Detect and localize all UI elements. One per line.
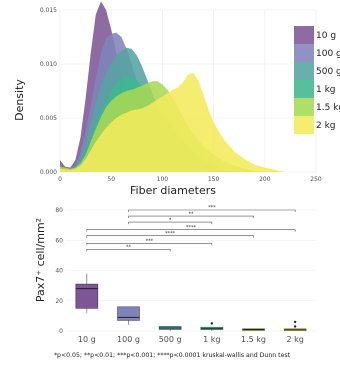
- significance-label: ****: [186, 225, 197, 231]
- density-x-tick-label: 0: [58, 176, 62, 183]
- density-x-tick-label: 100: [157, 176, 169, 183]
- density-legend: 10 g 100 g 500 g 1 kg 1.5 kg 2 kg: [294, 26, 340, 134]
- significance-label: ***: [208, 205, 216, 211]
- significance-bracket: [128, 221, 213, 225]
- box-x-tick-label: 500 g: [159, 335, 182, 344]
- significance-brackets: *******************: [86, 205, 296, 252]
- significance-bracket: [86, 229, 296, 232]
- significance-label: **: [126, 245, 132, 251]
- legend-swatch: [294, 26, 314, 44]
- density-x-ticks: 0 50 100 150 200 250: [58, 176, 322, 183]
- significance-bracket: [128, 215, 254, 219]
- significance-label: *: [169, 217, 172, 223]
- significance-label: **: [189, 211, 195, 217]
- density-y-tick-label: 0.010: [40, 61, 57, 68]
- density-y-tick-label: 0.000: [40, 169, 57, 176]
- box-y-tick-label: 0: [59, 328, 63, 335]
- legend-label: 1.5 kg: [316, 103, 340, 113]
- legend-swatch: [294, 44, 314, 62]
- box-100g: [117, 306, 140, 321]
- density-x-tick-label: 150: [208, 176, 220, 183]
- box-y-tick-label: 20: [55, 298, 63, 305]
- legend-swatch: [294, 116, 314, 134]
- legend-label: 500 g: [316, 67, 340, 77]
- significance-label: ***: [146, 238, 154, 244]
- legend-swatch: [294, 98, 314, 116]
- box-y-ticks: 0 20 40 60 80: [55, 207, 63, 335]
- box-x-tick-label: 1.5 kg: [241, 335, 266, 344]
- significance-bracket: [86, 249, 171, 252]
- legend-label: 2 kg: [316, 121, 336, 131]
- box-x-tick-label: 2 kg: [286, 335, 303, 344]
- legend-label: 1 kg: [316, 85, 336, 95]
- box-plots: [75, 273, 307, 332]
- box-y-tick-label: 60: [55, 237, 63, 244]
- box-10g: [75, 283, 99, 309]
- legend-swatch: [294, 62, 314, 80]
- density-y-tick-label: 0.015: [40, 7, 57, 14]
- density-x-tick-label: 200: [259, 176, 271, 183]
- density-x-tick-label: 250: [310, 176, 322, 183]
- box-x-tick-label: 1 kg: [203, 335, 220, 344]
- box-outlier: [293, 320, 297, 324]
- density-y-axis-label: Density: [13, 79, 26, 121]
- box-y-tick-label: 80: [55, 207, 63, 214]
- significance-label: ****: [165, 231, 176, 237]
- density-area-2kg: [60, 72, 286, 172]
- significance-bracket: [86, 235, 254, 238]
- significance-bracket: [128, 209, 296, 212]
- box-y-axis-label: Pax7⁺ cell/mm²: [34, 218, 47, 302]
- box-y-tick-label: 40: [55, 268, 63, 275]
- box-outlier: [210, 322, 214, 325]
- density-x-axis-label: Fiber diameters: [130, 184, 216, 197]
- box-outlier: [293, 325, 297, 328]
- density-x-tick-label: 50: [107, 176, 115, 183]
- significance-bracket: [86, 242, 213, 246]
- density-y-tick-label: 0.005: [40, 115, 57, 122]
- density-panel: 0.000 0.005 0.010 0.015 0 50 100 150 200 250 Fib…: [13, 1, 340, 197]
- box-x-tick-label: 10 g: [78, 335, 96, 344]
- box-x-ticks: 10 g 100 g 500 g 1 kg 1.5 kg 2 kg: [78, 335, 304, 344]
- box-x-tick-label: 100 g: [117, 335, 140, 344]
- legend-label: 10 g: [316, 31, 336, 41]
- density-areas: [60, 1, 286, 173]
- footnote: *p<0.05; **p<0.01; ***p<0.001; ****p<0.0…: [54, 352, 291, 359]
- legend-swatch: [294, 80, 314, 98]
- density-y-ticks: 0.000 0.005 0.010 0.015: [40, 7, 57, 176]
- legend-label: 100 g: [316, 49, 340, 59]
